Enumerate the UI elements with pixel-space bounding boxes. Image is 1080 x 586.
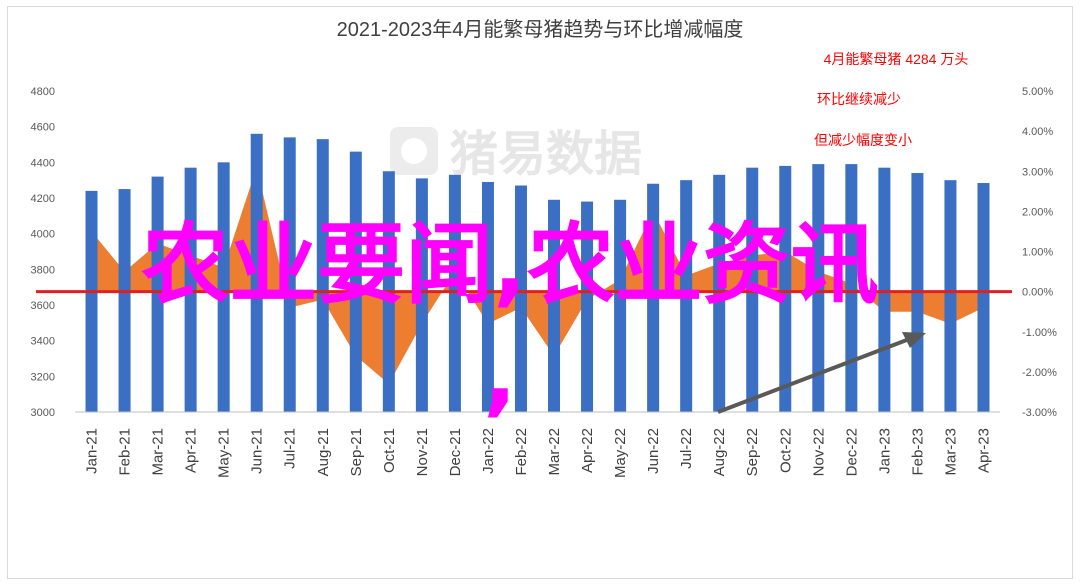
x-tick-label-14: Mar-22: [546, 428, 563, 476]
x-tick-label-4: May-21: [216, 428, 233, 478]
x-tick-label-22: Nov-22: [810, 428, 827, 476]
chart-title: 2021-2023年4月能繁母猪趋势与环比增减幅度: [337, 18, 744, 41]
bar-10: [415, 178, 428, 412]
x-tick-label-6: Jul-21: [282, 428, 299, 469]
trend-arrow-head-icon: [902, 332, 926, 348]
bar-20: [746, 167, 759, 412]
bar-15: [581, 201, 594, 412]
left-tick-label-6: 4200: [31, 193, 55, 205]
left-tick-label-0: 3000: [31, 407, 55, 419]
right-tick-label-7: 4.00%: [1022, 126, 1053, 138]
x-tick-label-23: Dec-22: [843, 428, 860, 476]
x-tick-label-20: Sep-22: [744, 428, 761, 476]
x-tick-label-9: Oct-21: [381, 428, 398, 473]
x-tick-label-7: Aug-21: [315, 428, 332, 476]
x-axis: Jan-21 Feb-21 Mar-21 Apr-21 May-21 Jun-21 Jul-…: [75, 411, 1000, 478]
bar-3: [184, 167, 197, 412]
bar-18: [680, 180, 693, 412]
bar-series: [85, 133, 990, 413]
left-tick-label-1: 3200: [31, 371, 55, 383]
annotation-3: 但减少幅度变小: [814, 132, 912, 148]
bar-8: [349, 151, 362, 412]
annotations: 4月能繁母猪 4284 万头 环比继续减少 但减少幅度变小: [814, 51, 968, 148]
area-series: [91, 167, 984, 384]
bar-16: [614, 199, 627, 412]
x-tick-label-13: Feb-22: [513, 428, 530, 476]
bar-23: [845, 164, 858, 412]
right-tick-label-2: -1.00%: [1022, 327, 1057, 339]
left-tick-label-3: 3600: [31, 300, 55, 312]
right-tick-label-3: 0.00%: [1022, 287, 1053, 299]
right-tick-label-4: 1.00%: [1022, 247, 1053, 259]
bar-7: [316, 139, 329, 412]
x-tick-label-5: Jun-21: [249, 428, 266, 474]
bar-0: [85, 190, 98, 412]
left-tick-label-2: 3400: [31, 336, 55, 348]
left-tick-label-4: 3800: [31, 264, 55, 276]
bar-1: [118, 189, 131, 412]
left-tick-label-8: 4600: [31, 122, 55, 134]
annotation-1: 4月能繁母猪 4284 万头: [824, 51, 969, 67]
x-tick-label-26: Mar-23: [942, 428, 959, 476]
bar-13: [514, 185, 527, 412]
watermark: 猪易数据: [390, 126, 642, 182]
x-tick-label-1: Feb-21: [117, 428, 134, 476]
x-tick-label-18: Jul-22: [678, 428, 695, 469]
bar-2: [151, 176, 164, 412]
bar-22: [812, 164, 825, 412]
left-axis: 3000 3200 3400 3600 3800 4000 4200 4400 4600 4800: [31, 86, 55, 419]
bar-11: [448, 174, 461, 412]
x-tick-label-16: May-22: [612, 428, 629, 478]
right-axis: -3.00% -2.00% -1.00% 0.00% 1.00% 2.00% 3.00% 4.…: [1022, 86, 1057, 419]
x-tick-label-11: Dec-21: [447, 428, 464, 476]
left-tick-label-9: 4800: [31, 86, 55, 98]
area-path: [91, 167, 984, 384]
right-tick-label-1: -2.00%: [1022, 367, 1057, 379]
trend-arrow-line: [717, 336, 913, 414]
x-tick-label-2: Mar-21: [150, 428, 167, 476]
watermark-logo-circle: [401, 138, 427, 164]
x-tick-label-17: Jun-22: [645, 428, 662, 474]
bar-26: [944, 180, 957, 412]
right-tick-label-0: -3.00%: [1022, 407, 1057, 419]
bar-17: [647, 183, 660, 412]
bar-21: [779, 165, 792, 412]
bar-6: [283, 137, 296, 412]
right-tick-label-8: 5.00%: [1022, 86, 1053, 98]
x-tick-label-3: Apr-21: [183, 428, 200, 473]
annotation-2: 环比继续减少: [817, 91, 901, 107]
overlay-headline: 农业要闻,农业资讯: [141, 213, 878, 316]
left-tick-label-7: 4400: [31, 157, 55, 169]
right-tick-label-6: 3.00%: [1022, 166, 1053, 178]
bar-14: [548, 199, 561, 412]
bar-27: [977, 183, 990, 412]
x-tick-label-25: Feb-23: [909, 428, 926, 476]
x-tick-label-15: Apr-22: [579, 428, 596, 473]
bar-4: [217, 162, 230, 412]
left-tick-label-5: 4000: [31, 229, 55, 241]
x-tick-label-24: Jan-23: [876, 428, 893, 474]
overlay-comma: ,: [483, 323, 516, 426]
x-tick-label-8: Sep-21: [348, 428, 365, 476]
x-tick-label-12: Jan-22: [480, 428, 497, 474]
x-tick-label-10: Nov-21: [414, 428, 431, 476]
x-tick-label-0: Jan-21: [84, 428, 101, 474]
x-tick-label-27: Apr-23: [975, 428, 992, 473]
bar-12: [481, 181, 494, 412]
bar-19: [713, 174, 726, 412]
watermark-text: 猪易数据: [450, 126, 642, 182]
bar-5: [250, 133, 263, 413]
x-tick-label-19: Aug-22: [711, 428, 728, 476]
right-tick-label-5: 2.00%: [1022, 206, 1053, 218]
bar-24: [878, 167, 891, 412]
trend-arrow: [717, 332, 926, 414]
x-tick-label-21: Oct-22: [777, 428, 794, 473]
